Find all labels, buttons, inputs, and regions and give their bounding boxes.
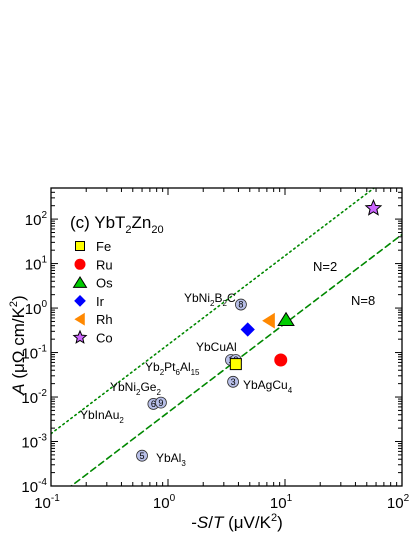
line-label-n8: N=8 [351, 293, 375, 308]
data-points: 1235689YbCuAlYbAgCu4YbAl3YbInAu2YbNi2B2C… [80, 199, 383, 468]
ref-point-number: 3 [231, 377, 236, 387]
reference-line-n2 [51, 188, 376, 435]
reference-lines [51, 188, 402, 486]
legend-label: Ir [96, 294, 105, 309]
legend-marker [72, 276, 88, 288]
data-point-ru [274, 353, 288, 367]
ref-point-number: 9 [158, 398, 163, 408]
reference-line-n8 [69, 233, 402, 486]
ref-point-9: 9 [155, 396, 167, 409]
data-point-os [277, 311, 295, 326]
legend-marker [74, 312, 85, 326]
x-axis-label: -S/T (μV/K2) [191, 512, 283, 532]
ref-label-part: 2 [156, 388, 161, 397]
ref-label-6: YbInAu2 [80, 408, 124, 425]
legend-entry-ru: Ru [74, 257, 113, 272]
plot-frame [50, 187, 403, 487]
title-main: (c) YbT [70, 213, 125, 232]
ref-label-part: 4 [288, 386, 293, 395]
ref-label-part: YbAgCu [243, 378, 288, 392]
axis-ticks [50, 187, 403, 487]
x-tick-label: 102 [387, 493, 410, 512]
ref-point-marker [227, 375, 239, 388]
tick-labels: 10-1 100 101 102 10-4 10-3 10-2 10-1 100 101 102 [21, 210, 409, 512]
legend-entry-ir: Ir [74, 294, 105, 309]
ref-label-part: Ge [140, 380, 156, 394]
legend-label: Fe [96, 239, 111, 254]
ref-point-number: 8 [238, 300, 243, 310]
ref-label-9: YbNi2Ge2 [110, 380, 161, 397]
ref-label-part: YbCuAl [196, 340, 237, 354]
ref-point-marker [235, 298, 247, 311]
ref-label-1: YbCuAl [196, 340, 237, 354]
y-tick-label: 10-3 [21, 433, 47, 452]
legend-entry-fe: Fe [75, 239, 111, 254]
ref-point-3: 3 [227, 375, 239, 388]
ref-label-part: 2 [210, 299, 215, 308]
ref-point-number: 5 [140, 451, 145, 461]
title-sub1: 2 [125, 224, 131, 236]
ref-point-number: 6 [151, 399, 156, 409]
x-tick-label: 10-1 [34, 493, 60, 512]
ref-label-part: C [227, 291, 236, 305]
ref-label-5: YbAl3 [156, 451, 186, 468]
data-point-rh [262, 312, 275, 329]
data-point-ir [240, 322, 255, 337]
ref-label-part: 3 [181, 459, 186, 468]
ref-point-5: 5 [136, 449, 148, 462]
ref-point-marker [155, 396, 167, 409]
data-point-co [364, 199, 383, 216]
y-tick-label: 101 [25, 255, 48, 274]
legend-entry-os: Os [72, 276, 113, 291]
ref-label-part: 2 [136, 388, 141, 397]
ref-label-3: YbAgCu4 [243, 378, 293, 395]
title-mid: Zn [132, 213, 152, 232]
x-tick-label: 101 [270, 493, 293, 512]
y-tick-label: 10-4 [21, 477, 47, 496]
y-tick-label: 10-2 [21, 388, 47, 407]
legend-marker [74, 295, 86, 307]
legend-marker [75, 241, 85, 251]
legend: Fe Ru Os Ir Rh Co [72, 239, 113, 346]
ref-label-part: YbNi [110, 380, 136, 394]
line-label-n2: N=2 [313, 259, 337, 274]
ref-label-part: YbAl [156, 451, 181, 465]
ref-point-8: 8 [235, 298, 247, 311]
y-tick-label: 102 [25, 210, 48, 229]
legend-marker [72, 329, 88, 344]
x-tick-label: 100 [153, 493, 176, 512]
legend-entry-co: Co [72, 329, 113, 346]
legend-entry-rh: Rh [74, 312, 113, 327]
legend-marker [74, 258, 86, 270]
chart-title: (c) YbT2Zn20 [70, 213, 164, 236]
ref-label-part: B [214, 291, 222, 305]
ref-label-part: 2 [222, 299, 227, 308]
title-sub2: 20 [151, 224, 163, 236]
ref-point-marker [136, 449, 148, 462]
y-axis-label: A (μΩ cm/K2) [8, 295, 28, 395]
legend-label: Rh [96, 312, 113, 327]
ref-label-part: YbNi [184, 291, 210, 305]
ref-label-8: YbNi2B2C [184, 291, 236, 308]
y-tick-label: 100 [25, 299, 48, 318]
ref-label-part: 2 [119, 416, 124, 425]
data-point-fe [229, 358, 242, 371]
label-yb2pt6al15: Yb2Pt6Al15 [145, 360, 200, 377]
legend-label: Ru [96, 257, 113, 272]
legend-label: Os [96, 276, 113, 291]
y-tick-label: 10-1 [21, 344, 47, 363]
ref-label-part: YbInAu [80, 408, 119, 422]
legend-label: Co [96, 331, 113, 346]
